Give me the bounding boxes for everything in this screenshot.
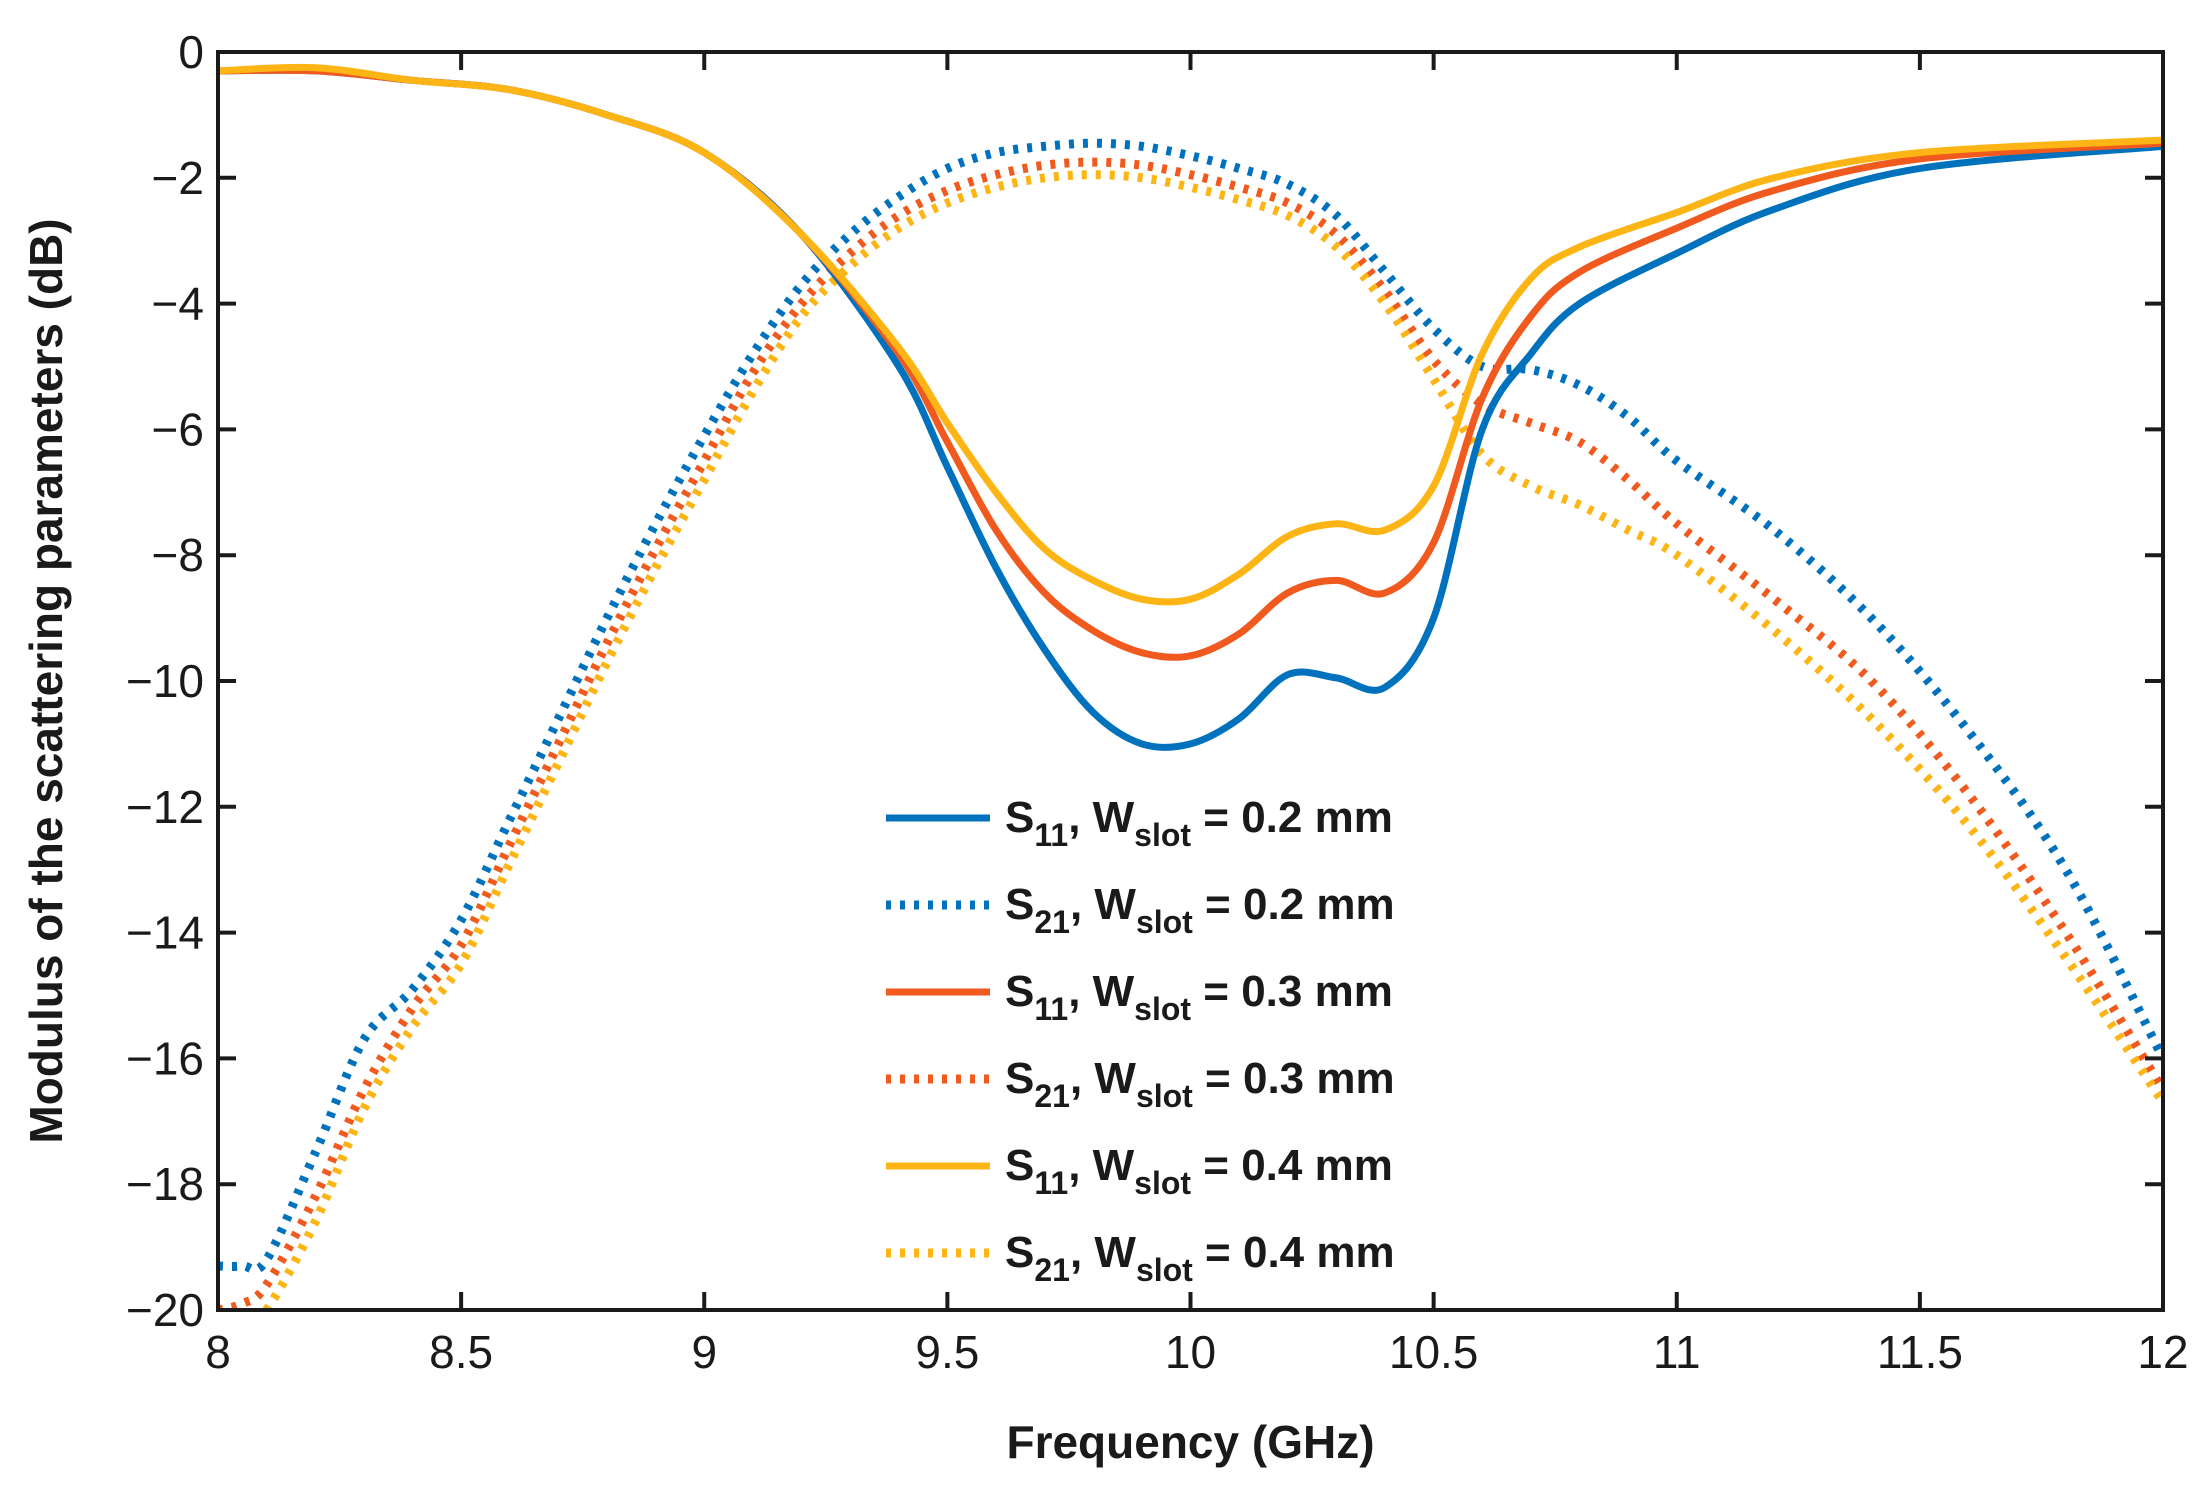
x-tick-label-4: 10 (1165, 1326, 1216, 1378)
x-tick-label-6: 11 (1653, 1326, 1701, 1378)
series-line-4 (218, 157, 2163, 1310)
y-tick-label-3: −6 (152, 403, 204, 455)
y-tick-label-9: −18 (126, 1158, 204, 1210)
legend-label-2: S21, Wslot = 0.2 mm (1005, 880, 1395, 940)
x-tick-label-1: 8.5 (429, 1326, 493, 1378)
x-tick-label-3: 9.5 (915, 1326, 979, 1378)
legend-label-3: S11, Wslot = 0.3 mm (1005, 967, 1393, 1027)
x-tick-label-2: 9 (691, 1326, 717, 1378)
x-tick-label-7: 11.5 (1877, 1326, 1963, 1378)
y-tick-label-8: −16 (126, 1032, 204, 1084)
x-tick-label-5: 10.5 (1389, 1326, 1479, 1378)
x-tick-label-0: 8 (205, 1326, 231, 1378)
legend-label-6: S21, Wslot = 0.4 mm (1005, 1228, 1395, 1288)
x-tick-labels: 8 8.5 9 9.5 10 10.5 11 11.5 12 (205, 1326, 2188, 1378)
legend-label-4: S21, Wslot = 0.3 mm (1005, 1054, 1395, 1114)
y-tick-label-1: −2 (152, 152, 204, 204)
y-tick-label-5: −10 (126, 655, 204, 707)
x-axis-title: Frequency (GHz) (1006, 1416, 1374, 1468)
legend: S11, Wslot = 0.2 mm S21, Wslot = 0.2 mm S1… (886, 793, 1395, 1288)
legend-label-5: S11, Wslot = 0.4 mm (1005, 1141, 1393, 1201)
series-line-5 (218, 63, 2163, 606)
series-line-6 (261, 170, 2163, 1310)
series-line-2 (218, 138, 2163, 1275)
y-tick-label-4: −8 (152, 529, 204, 581)
y-tick-label-6: −12 (126, 781, 204, 833)
y-tick-label-0: 0 (178, 26, 204, 78)
y-tick-label-7: −14 (126, 907, 204, 959)
y-axis-title: Modulus of the scattering parameters (dB… (20, 218, 72, 1143)
series-layer (218, 63, 2163, 1310)
x-tick-label-8: 12 (2137, 1326, 2188, 1378)
y-tick-label-10: −20 (126, 1284, 204, 1336)
y-tick-labels: 0 −2 −4 −6 −8 −10 −12 −14 −16 −18 −20 (126, 26, 204, 1336)
tick-layer (216, 50, 2165, 1312)
legend-label-1: S11, Wslot = 0.2 mm (1005, 793, 1393, 853)
y-tick-label-2: −4 (152, 278, 204, 330)
